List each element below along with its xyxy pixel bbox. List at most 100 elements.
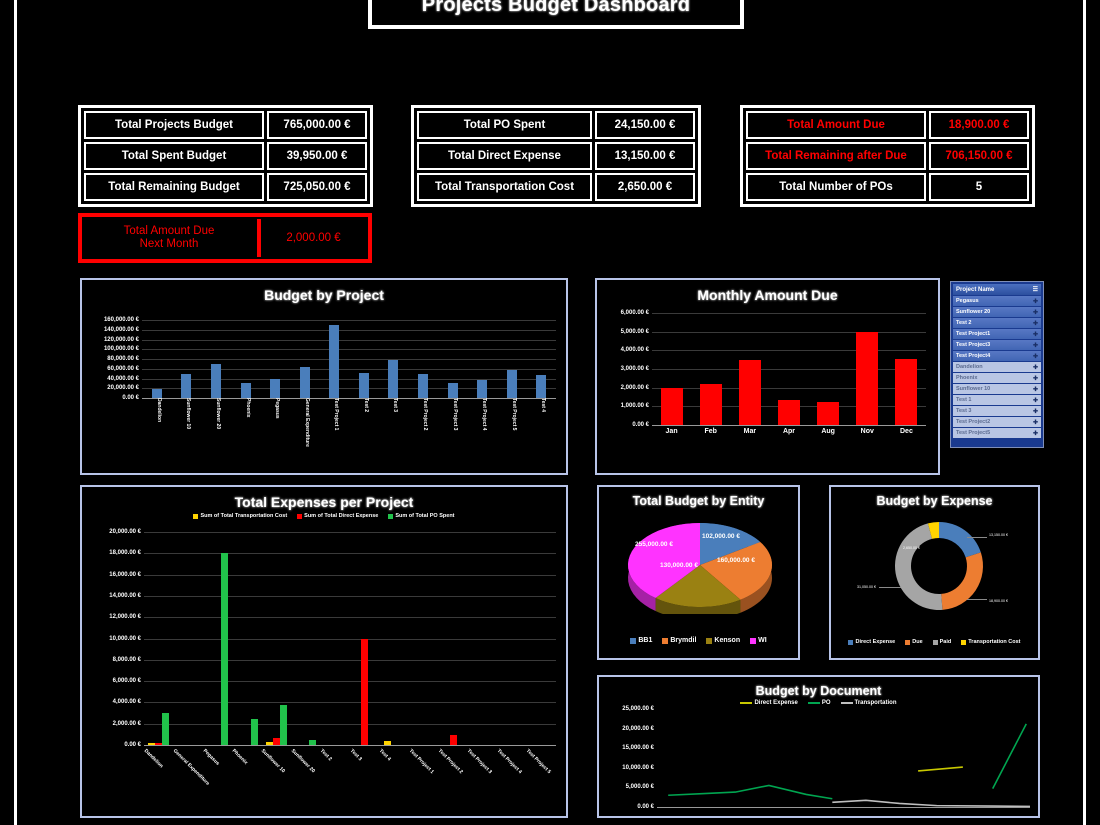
x-axis-tick: Pegasus xyxy=(201,748,221,767)
slicer-item-label: Test 2 xyxy=(956,320,972,326)
gridline xyxy=(142,359,556,360)
slicer-item[interactable]: Sunflower 10 ✚ xyxy=(953,384,1041,394)
y-axis-tick: 4,000.00 € xyxy=(112,699,141,706)
bar xyxy=(240,383,251,398)
y-axis-tick: 2,000.00 € xyxy=(620,384,649,391)
slicer-item[interactable]: Test Project4 ✚ xyxy=(953,351,1041,361)
x-axis-tick: Test 4 xyxy=(540,398,547,413)
kpi-label: Total Amount Due xyxy=(746,111,926,139)
panel-budget-by-expense: Budget by Expense 13,150.00 € 18,900.00 €… xyxy=(829,485,1040,660)
gridline xyxy=(652,313,926,314)
kpi-value: 39,950.00 € xyxy=(267,142,367,170)
legend-item: Transportation xyxy=(840,700,897,706)
donut-data-label: 18,900.00 € xyxy=(989,599,1008,603)
bar xyxy=(417,373,428,398)
legend-item: Transportation Cost xyxy=(961,639,1021,645)
pie-slice-side xyxy=(740,541,772,613)
legend-item: Brymdil xyxy=(662,637,696,644)
legend-item: Sum of Total PO Spent xyxy=(388,513,455,519)
dashboard-title-banner: Projects Budget Dashboard xyxy=(368,0,744,29)
slicer-item[interactable]: Test 2 ✚ xyxy=(953,318,1041,328)
kpi-row: Total Remaining Budget 725,050.00 € xyxy=(84,173,367,201)
x-axis-tick: Test Project 2 xyxy=(436,748,464,776)
legend-swatch xyxy=(706,638,713,644)
donut-chart-budget-by-expense: 13,150.00 € 18,900.00 € 31,050.00 € 2,650.0… xyxy=(843,513,1030,620)
legend-swatch xyxy=(750,638,757,644)
pie-slice xyxy=(700,523,761,565)
slicer-item-list[interactable]: Pegasus ✚ Sunflower 20 ✚ Test 2 ✚ Test Project… xyxy=(953,296,1041,438)
slicer-item-label: Test Project1 xyxy=(956,331,991,337)
y-axis-tick: 20,000.00 € xyxy=(622,725,654,732)
x-axis-tick: Test Project 5 xyxy=(525,748,553,776)
y-axis-tick: 16,000.00 € xyxy=(109,571,141,578)
legend-label: Kenson xyxy=(714,636,741,644)
line-series xyxy=(991,723,1027,789)
slicer-item[interactable]: Pegasus ✚ xyxy=(953,296,1041,306)
leader-line xyxy=(967,537,987,538)
pie-slice xyxy=(700,541,772,600)
slicer-project-name[interactable]: Project Name ☰ Pegasus ✚ Sunflower 20 ✚ Test… xyxy=(950,281,1044,448)
y-axis-tick: 6,000.00 € xyxy=(620,310,649,316)
slicer-item[interactable]: Dandelion ✚ xyxy=(953,362,1041,372)
slicer-item[interactable]: Test 1 ✚ xyxy=(953,395,1041,405)
slicer-item[interactable]: Test Project5 ✚ xyxy=(953,428,1041,438)
kpi-row: Total Spent Budget 39,950.00 € xyxy=(84,142,367,170)
x-axis-tick: Dandelion xyxy=(142,748,164,770)
panel-monthly-amount-due: Monthly Amount Due 0.00 € 1,000.00 € 2,000… xyxy=(595,278,940,475)
y-axis-tick: 80,000.00 € xyxy=(107,356,139,362)
slicer-item-label: Test 1 xyxy=(956,397,972,403)
kpi-amount-due-next-month: Total Amount Due Next Month 2,000.00 € xyxy=(78,213,372,263)
cross-filter-icon: ✚ xyxy=(1032,342,1038,349)
legend-label: Direct Expense xyxy=(855,639,896,645)
legend-swatch xyxy=(297,513,303,519)
donut-slice xyxy=(939,522,981,558)
pie-data-label: 255,000.00 € xyxy=(635,541,673,548)
axis-line xyxy=(657,807,1030,808)
bar xyxy=(361,638,369,745)
slicer-item[interactable]: Phoenix ✚ xyxy=(953,373,1041,383)
bar xyxy=(272,737,280,745)
gridline xyxy=(144,745,556,746)
slicer-item[interactable]: Sunflower 20 ✚ xyxy=(953,307,1041,317)
kpi-value: 725,050.00 € xyxy=(267,173,367,201)
x-axis-tick: Apr xyxy=(782,428,796,435)
y-axis-tick: 0.00 € xyxy=(637,804,654,810)
bar xyxy=(279,705,287,745)
legend-item: PO xyxy=(807,700,831,706)
frame-border-left xyxy=(14,0,17,825)
y-axis-tick: 60,000.00 € xyxy=(107,365,139,372)
slicer-item[interactable]: Test Project3 ✚ xyxy=(953,340,1041,350)
cross-filter-icon: ✚ xyxy=(1032,320,1038,327)
y-axis-tick: 2,000.00 € xyxy=(112,720,141,727)
panel-total-expenses-per-project: Total Expenses per Project Sum of Total … xyxy=(80,485,568,818)
line-series xyxy=(918,766,963,772)
kpi-label: Total Remaining after Due xyxy=(746,142,926,170)
x-axis-tick: General Expenditure xyxy=(303,398,310,447)
gridline xyxy=(144,723,556,725)
bar xyxy=(210,363,221,398)
legend-label: Transportation xyxy=(854,700,897,706)
legend-swatch xyxy=(193,513,199,519)
pie-slice xyxy=(655,565,741,607)
legend-item: WI xyxy=(750,637,767,644)
kpi-alert-label: Total Amount Due Next Month xyxy=(84,219,254,257)
y-axis-tick: 25,000.00 € xyxy=(622,706,654,712)
x-axis-tick: Test 4 xyxy=(377,748,393,763)
slicer-item[interactable]: Test Project2 ✚ xyxy=(953,417,1041,427)
slicer-item-label: Test Project4 xyxy=(956,353,991,359)
legend-swatch xyxy=(840,702,853,704)
y-axis-tick: 3,000.00 € xyxy=(620,366,649,372)
y-axis-tick: 14,000.00 € xyxy=(109,592,141,599)
legend-item: Due xyxy=(905,639,923,645)
slicer-item[interactable]: Test Project1 ✚ xyxy=(953,329,1041,339)
legend-item: Paid xyxy=(932,639,951,645)
x-axis-tick: Sunflower 20 xyxy=(289,748,316,775)
slicer-item[interactable]: Test 3 ✚ xyxy=(953,406,1041,416)
kpi-row: Total Amount Due 18,900.00 € xyxy=(746,111,1029,139)
bar xyxy=(895,358,918,425)
y-axis-tick: 0.00 € xyxy=(124,742,141,748)
y-axis-tick: 10,000.00 € xyxy=(109,635,141,642)
slicer-filter-icon[interactable]: ☰ xyxy=(1032,287,1038,293)
cross-filter-icon: ✚ xyxy=(1032,430,1038,437)
bar xyxy=(856,331,879,425)
